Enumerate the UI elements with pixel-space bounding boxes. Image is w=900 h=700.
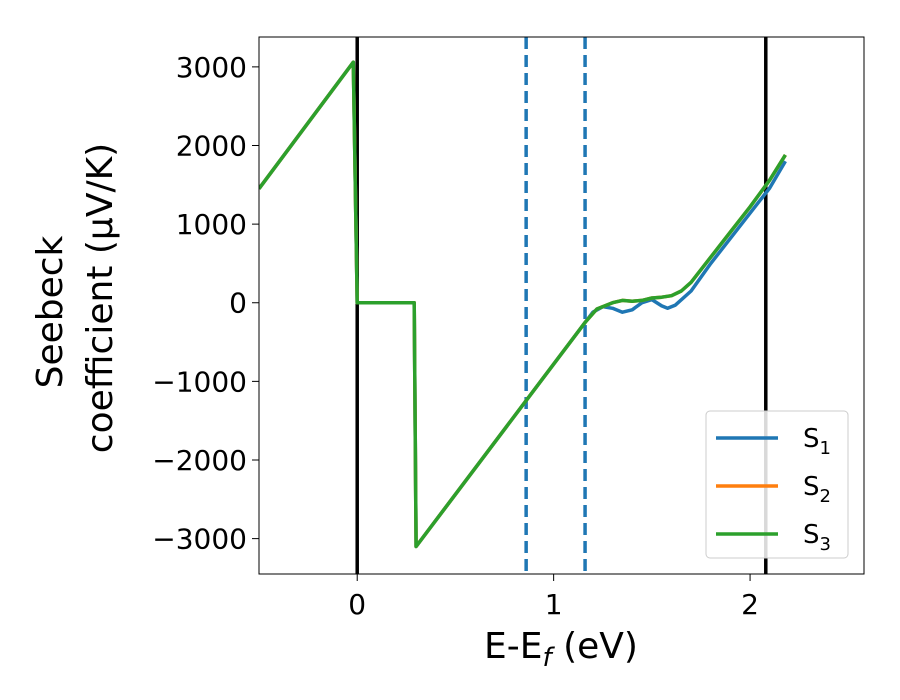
legend-label-3: S3 [803, 520, 831, 555]
series-line-3 [259, 60, 787, 549]
y-tick-label: −2000 [152, 444, 247, 477]
x-axis-title: E-Ef (eV) [484, 626, 638, 673]
x-tick-label: 0 [348, 588, 366, 621]
y-tick-label: 1000 [176, 208, 247, 241]
y-tick-label: 2000 [176, 130, 247, 163]
plot-frame [258, 36, 865, 575]
series-lines [259, 60, 787, 549]
legend-label-1: S1 [803, 424, 831, 459]
x-axis-title-main: E-E [484, 626, 542, 667]
y-axis-title-line2: coefficient (μV/K) [80, 143, 121, 453]
y-axis-title: Seebeck coefficient (μV/K) [30, 143, 121, 453]
y-tick-label: −1000 [152, 365, 247, 398]
x-tick-label: 2 [741, 588, 759, 621]
legend-label-2: S2 [803, 472, 831, 507]
y-tick-label: −3000 [152, 523, 247, 556]
x-tick-label: 1 [545, 588, 563, 621]
legend: S1 S2 S3 [705, 410, 849, 559]
y-axis-title-line1: Seebeck [30, 235, 71, 388]
x-axis-ticks: 0 1 2 [348, 574, 759, 621]
y-tick-label: 3000 [176, 51, 247, 84]
y-axis-ticks: −3000 −2000 −1000 0 1000 2000 3000 [152, 51, 259, 556]
x-axis-title-unit: (eV) [552, 626, 638, 667]
y-tick-label: 0 [229, 287, 247, 320]
